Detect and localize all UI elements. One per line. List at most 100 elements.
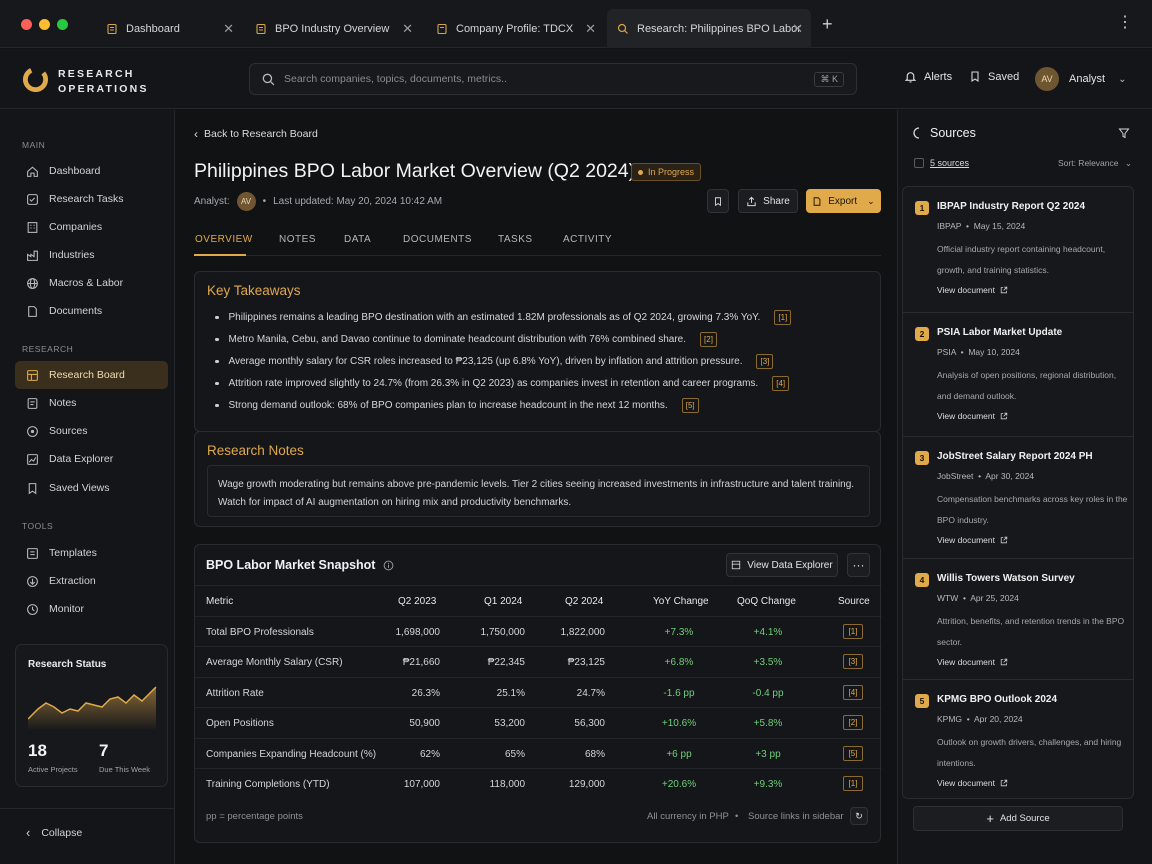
user-menu[interactable]: AV Analyst ⌄ xyxy=(1035,67,1126,91)
view-document-link[interactable]: View document xyxy=(937,778,1008,788)
sort-dropdown[interactable]: Sort: Relevance ⌄ xyxy=(1058,158,1132,169)
close-window-button[interactable] xyxy=(21,19,32,30)
sidebar-item-dashboard[interactable]: Dashboard xyxy=(15,157,168,185)
view-document-link[interactable]: View document xyxy=(937,411,1008,421)
last-updated: Last updated: May 20, 2024 10:42 AM xyxy=(273,196,443,207)
filter-icon[interactable] xyxy=(1118,127,1130,139)
bookmark-icon xyxy=(715,196,721,206)
close-tab-icon[interactable]: ✕ xyxy=(792,20,803,36)
citation-link[interactable]: [3] xyxy=(756,354,774,369)
source-number: 2 xyxy=(915,327,929,341)
chevron-down-icon: ⌄ xyxy=(867,195,875,206)
source-card[interactable]: 2 PSIA Labor Market Update PSIA • May 10, … xyxy=(902,312,1134,437)
sidebar-item-research-board[interactable]: Research Board xyxy=(15,361,168,389)
export-button[interactable]: Export ⌄ xyxy=(806,189,881,213)
table-cell: +6.8% xyxy=(664,657,694,668)
tab-activity[interactable]: ACTIVITY xyxy=(563,234,613,245)
sidebar-item-saved-views[interactable]: Saved Views xyxy=(15,474,168,502)
tab-research-philippines[interactable]: Research: Philippines BPO Labor ✕ xyxy=(607,9,811,48)
view-document-link[interactable]: View document xyxy=(937,535,1008,545)
citation-link[interactable]: [3] xyxy=(843,654,863,669)
collapse-sidebar-button[interactable]: ‹ Collapse xyxy=(26,825,82,840)
research-notes-text[interactable]: Wage growth moderating but remains above… xyxy=(207,465,870,517)
view-document-label: View document xyxy=(937,285,995,295)
browser-tab-bar: Dashboard ✕ BPO Industry Overview ✕ Comp… xyxy=(0,0,1152,48)
table-cell: +10.6% xyxy=(661,718,697,729)
sidebar-item-industries[interactable]: Industries xyxy=(15,241,168,269)
factory-icon xyxy=(27,250,38,261)
view-document-link[interactable]: View document xyxy=(937,657,1008,667)
tab-overview[interactable]: OVERVIEW xyxy=(195,234,253,245)
sidebar-item-research-tasks[interactable]: Research Tasks xyxy=(15,185,168,213)
tab-company-profile[interactable]: Company Profile: TDCX ✕ xyxy=(426,9,604,48)
view-data-explorer-button[interactable]: View Data Explorer xyxy=(726,553,838,577)
more-options-button[interactable]: ··· xyxy=(847,553,870,577)
global-search[interactable]: ⌘ K xyxy=(249,63,857,95)
logo-text: RESEARCH OPERATIONS xyxy=(58,68,149,95)
external-link-icon xyxy=(1000,412,1008,420)
column-header: Q2 2024 xyxy=(565,596,604,607)
research-notes-card: Research Notes Wage growth moderating bu… xyxy=(194,431,881,527)
sidebar-item-companies[interactable]: Companies xyxy=(15,213,168,241)
info-icon[interactable] xyxy=(383,560,394,571)
source-meta: PSIA • May 10, 2024 xyxy=(937,347,1020,357)
citation-link[interactable]: [4] xyxy=(772,376,790,391)
search-icon xyxy=(262,73,275,85)
source-number: 3 xyxy=(915,451,929,465)
sidebar-item-documents[interactable]: Documents xyxy=(15,297,168,325)
source-card[interactable]: 5 KPMG BPO Outlook 2024 KPMG • Apr 20, 202… xyxy=(902,679,1134,799)
saved-button[interactable]: Saved xyxy=(969,70,1019,83)
home-icon xyxy=(27,165,38,177)
close-tab-icon[interactable]: ✕ xyxy=(402,20,413,36)
source-card[interactable]: 1 IBPAP Industry Report Q2 2024 IBPAP • Ma… xyxy=(902,186,1134,313)
citation-link[interactable]: [1] xyxy=(843,776,863,791)
citation-link[interactable]: [4] xyxy=(843,684,863,700)
alerts-button[interactable]: Alerts xyxy=(904,70,952,83)
table-cell: 68% xyxy=(584,748,605,760)
citation-link[interactable]: [1] xyxy=(774,310,792,325)
citation-link[interactable]: [5] xyxy=(843,745,863,761)
column-header: QoQ Change xyxy=(737,596,796,607)
close-tab-icon[interactable]: ✕ xyxy=(585,20,596,36)
minimize-window-button[interactable] xyxy=(39,19,50,30)
tab-documents[interactable]: DOCUMENTS xyxy=(403,234,472,245)
sidebar-item-macros-labor[interactable]: Macros & Labor xyxy=(15,269,168,297)
back-link[interactable]: ‹ Back to Research Board xyxy=(194,127,318,141)
share-button[interactable]: Share xyxy=(738,189,798,213)
tab-data[interactable]: DATA xyxy=(344,234,372,245)
more-options-icon[interactable]: ⋮ xyxy=(1117,14,1133,31)
template-icon xyxy=(27,547,38,559)
table-cell: 1,750,000 xyxy=(480,626,526,638)
citation-link[interactable]: [1] xyxy=(843,623,863,639)
sidebar-item-sources[interactable]: Sources xyxy=(15,417,168,445)
add-source-button[interactable]: + Add Source xyxy=(913,806,1123,831)
bookmark-button[interactable] xyxy=(707,189,729,213)
sidebar-item-notes[interactable]: Notes xyxy=(15,389,168,417)
select-all-checkbox[interactable] xyxy=(914,158,924,168)
source-card[interactable]: 3 JobStreet Salary Report 2024 PH JobStree… xyxy=(902,436,1134,559)
view-document-link[interactable]: View document xyxy=(937,285,1008,295)
avatar[interactable]: AV xyxy=(236,192,256,211)
new-tab-button[interactable]: + xyxy=(822,14,833,34)
bookmark-icon xyxy=(28,482,37,494)
table-row: Companies Expanding Headcount (%) 62% 65% 6… xyxy=(195,737,882,769)
citation-link[interactable]: [5] xyxy=(681,398,699,413)
sidebar-item-data-explorer[interactable]: Data Explorer xyxy=(15,445,168,473)
close-tab-icon[interactable]: ✕ xyxy=(223,20,234,36)
sidebar: MAIN Dashboard Research Tasks Companies … xyxy=(0,110,175,864)
refresh-button[interactable]: ↻ xyxy=(850,807,868,825)
search-input[interactable] xyxy=(284,73,806,85)
tab-notes[interactable]: NOTES xyxy=(279,234,316,245)
tab-dashboard[interactable]: Dashboard ✕ xyxy=(96,9,242,48)
citation-link[interactable]: [2] xyxy=(843,715,863,730)
source-card[interactable]: 4 Willis Towers Watson Survey WTW • Apr 25… xyxy=(902,558,1134,680)
tab-bpo-industry-overview[interactable]: BPO Industry Overview ✕ xyxy=(245,9,421,48)
sidebar-item-extraction[interactable]: Extraction xyxy=(15,567,168,595)
sidebar-item-monitor[interactable]: Monitor xyxy=(15,595,168,623)
tab-tasks[interactable]: TASKS xyxy=(498,234,533,245)
citation-link[interactable]: [2] xyxy=(700,332,717,347)
maximize-window-button[interactable] xyxy=(57,19,68,30)
alerts-label: Alerts xyxy=(924,70,953,83)
app-header: RESEARCH OPERATIONS ⌘ K Alerts Saved AV … xyxy=(0,49,1152,109)
sidebar-item-templates[interactable]: Templates xyxy=(15,539,168,567)
